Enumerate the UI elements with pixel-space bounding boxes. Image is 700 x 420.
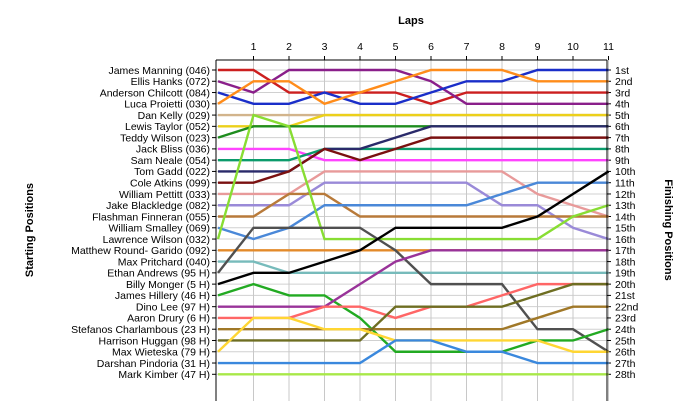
- finishing-position-label: 28th: [615, 369, 636, 381]
- starting-position-label: Ethan Andrews (95 H): [107, 268, 210, 280]
- starting-position-label: Cole Atkins (099): [130, 178, 210, 190]
- finishing-position-label: 8th: [615, 144, 630, 156]
- series-line: [218, 136, 609, 184]
- starting-position-label: Ellis Hanks (072): [131, 76, 210, 88]
- finishing-position-label: 27th: [615, 358, 636, 370]
- finishing-position-label: 24th: [615, 324, 636, 336]
- finishing-position-label: 14th: [615, 211, 636, 223]
- finishing-position-label: 20th: [615, 279, 636, 291]
- finishing-position-label: 19th: [615, 268, 636, 280]
- x-tick-label: 5: [393, 41, 399, 53]
- x-tick-label: 8: [499, 41, 505, 53]
- series-line: [218, 170, 609, 218]
- series-lines: [216, 68, 610, 376]
- finishing-position-label: 3rd: [615, 87, 630, 99]
- finishing-position-label: 23rd: [615, 313, 636, 325]
- series-line: [217, 68, 609, 106]
- starting-position-label: Sam Neale (054): [131, 155, 210, 167]
- plot-frame: [215, 59, 608, 401]
- series-line: [217, 282, 609, 353]
- starting-position-label: William Pettitt (033): [119, 189, 210, 201]
- series-line: [218, 249, 609, 308]
- starting-position-labels: James Manning (046)Ellis Hanks (072)Ande…: [71, 65, 216, 381]
- x-tick-label: 7: [464, 41, 470, 53]
- finishing-position-label: 12th: [615, 189, 636, 201]
- x-tick-label: 4: [357, 41, 363, 53]
- starting-position-label: James Hillery (46 H): [115, 290, 210, 302]
- series-line: [217, 170, 610, 286]
- starting-position-label: Lewis Taylor (052): [125, 121, 210, 133]
- x-tick-label: 9: [535, 41, 541, 53]
- finishing-position-label: 11th: [615, 178, 635, 190]
- starting-position-label: Max Wieteska (79 H): [112, 347, 210, 359]
- finishing-position-label: 1st: [615, 65, 629, 77]
- finishing-position-label: 2nd: [615, 76, 633, 88]
- series-line: [218, 181, 609, 241]
- series-line: [217, 181, 609, 241]
- finishing-position-label: 18th: [615, 256, 636, 268]
- starting-position-label: Mark Kimber (47 H): [118, 369, 210, 381]
- y-axis-title-left: Starting Positions: [24, 183, 36, 277]
- starting-position-label: Stefanos Charlambous (23 H): [71, 324, 210, 336]
- starting-position-label: Dan Kelly (029): [138, 110, 210, 122]
- finishing-position-label: 9th: [615, 155, 630, 167]
- series-line: [218, 147, 609, 162]
- starting-position-label: Darshan Pindoria (31 H): [97, 358, 210, 370]
- x-tick-labels: 1 2 3 4 5 6 7 8 9 10 11: [251, 41, 614, 60]
- finishing-position-label: 10th: [615, 166, 636, 178]
- series-line: [218, 339, 609, 365]
- series-line: [217, 68, 609, 106]
- starting-position-label: Anderson Chilcott (084): [100, 87, 210, 99]
- finishing-position-label: 17th: [615, 245, 636, 257]
- series-line: [218, 147, 609, 162]
- starting-position-label: Jack Bliss (036): [136, 144, 210, 156]
- starting-position-label: Dino Lee (97 H): [136, 301, 210, 313]
- x-tick-label: 3: [322, 41, 328, 53]
- starting-position-label: Tom Gadd (022): [134, 166, 210, 178]
- finishing-position-label: 26th: [615, 347, 636, 359]
- series-line: [217, 226, 610, 353]
- starting-position-label: Flashman Finneran (055): [92, 211, 210, 223]
- starting-position-label: Aaron Drury (6 H): [127, 313, 210, 325]
- series-line: [218, 282, 609, 342]
- starting-position-label: Harrison Huggan (98 H): [99, 335, 210, 347]
- x-tick-label: 2: [286, 41, 292, 53]
- series-line: [218, 260, 609, 275]
- starting-position-label: Matthew Round- Garido (092): [71, 245, 210, 257]
- finishing-position-label: 5th: [615, 110, 630, 122]
- finishing-position-label: 7th: [615, 132, 630, 144]
- starting-position-label: Billy Monger (5 H): [126, 279, 210, 291]
- starting-position-label: Luca Proietti (030): [124, 99, 210, 111]
- x-tick-label: 10: [567, 41, 579, 53]
- x-tick-label: 6: [428, 41, 434, 53]
- series-line: [218, 305, 609, 331]
- series-line: [216, 113, 609, 241]
- starting-position-label: Max Pritchard (040): [118, 256, 210, 268]
- starting-position-label: William Smalley (069): [108, 223, 210, 235]
- x-tick-label: 11: [603, 41, 614, 53]
- starting-position-label: Jake Blackledge (082): [106, 200, 210, 212]
- x-tick-label: 1: [251, 41, 257, 53]
- finishing-position-labels: 1st2nd3rd4th5th6th7th8th9th10th11th12th1…: [607, 65, 639, 381]
- finishing-position-label: 15th: [615, 223, 636, 235]
- starting-position-label: Lawrence Wilson (032): [103, 234, 210, 246]
- finishing-position-label: 4th: [615, 99, 630, 111]
- finishing-position-label: 13th: [615, 200, 636, 212]
- finishing-position-label: 25th: [615, 335, 636, 347]
- finishing-position-label: 16th: [615, 234, 636, 246]
- series-line: [218, 113, 609, 128]
- x-axis-title: Laps: [398, 15, 424, 27]
- finishing-position-label: 21st: [615, 290, 635, 302]
- series-line: [218, 192, 609, 218]
- finishing-position-label: 6th: [615, 121, 630, 133]
- starting-position-label: Teddy Wilson (023): [120, 132, 210, 144]
- y-axis-title-right: Finishing Positions: [662, 179, 674, 280]
- series-line: [218, 125, 609, 173]
- starting-position-label: James Manning (046): [108, 65, 210, 77]
- series-line: [217, 316, 609, 353]
- finishing-position-label: 22nd: [615, 301, 639, 313]
